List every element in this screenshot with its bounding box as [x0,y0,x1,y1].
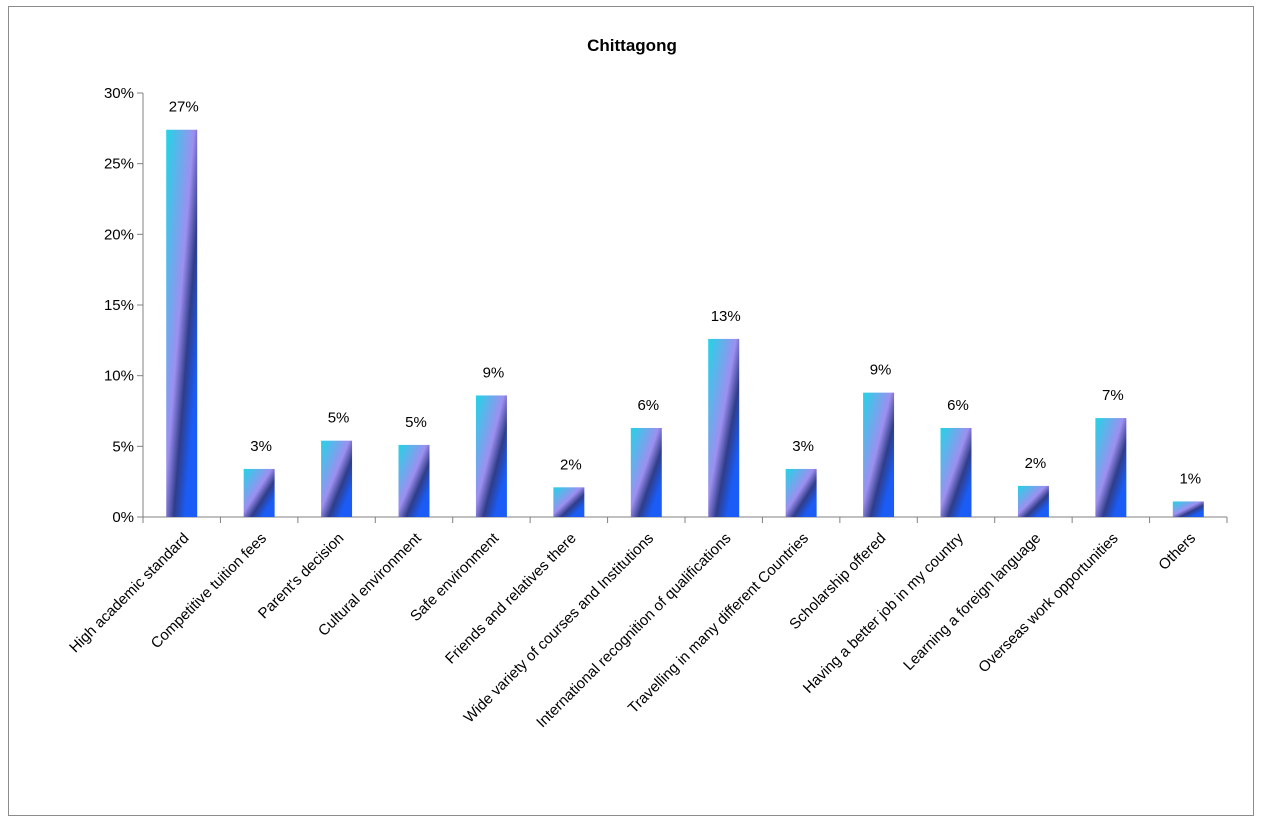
chart-frame: Chittagong 0% 5% 10% 15% 20% 25% 30% 27% 3% 5% 5%… [8,6,1254,816]
bar [708,338,740,517]
bar [785,468,817,517]
data-label: 13% [711,308,741,325]
y-tick-label: 10% [104,368,134,385]
y-tick-label: 25% [104,156,134,173]
data-label: 9% [870,362,892,379]
data-label: 6% [947,397,969,414]
data-label: 1% [1179,470,1201,487]
bars [166,129,1204,517]
x-tick-label: Overseas work opportunities [975,530,1121,676]
data-label: 27% [169,99,199,116]
axes [142,93,1228,523]
data-label: 9% [483,364,505,381]
bar-chart: Chittagong 0% 5% 10% 15% 20% 25% 30% 27% 3% 5% 5%… [66,36,1228,731]
bar [630,427,662,517]
data-label: 7% [1102,387,1124,404]
bar [243,468,275,517]
data-label: 5% [328,410,350,427]
data-label: 3% [250,438,272,455]
x-tick-label: Friends and relatives there [442,530,580,668]
y-tick-label: 30% [104,85,134,102]
data-label: 6% [637,397,659,414]
y-tick-label: 5% [112,438,134,455]
bar [863,392,895,517]
x-tick-label: Others [1155,530,1199,574]
data-label: 2% [560,456,582,473]
data-label: 5% [405,414,427,431]
bar [1095,418,1127,517]
bar [553,487,585,517]
y-tick-label: 20% [104,226,134,243]
bar [1017,485,1049,517]
data-labels: 27% 3% 5% 5% 9% 2% 6% 13% 3% 9% 6% 2% 7% 1% [169,99,1201,488]
bar [475,395,507,517]
bar [398,444,430,517]
bar [1172,501,1204,517]
y-axis: 0% 5% 10% 15% 20% 25% 30% [104,85,143,526]
y-tick-label: 15% [104,297,134,314]
y-tick-label: 0% [112,509,134,526]
chart-title: Chittagong [587,36,677,55]
x-tick-label: Learning a foreign language [900,530,1044,674]
bar [166,129,198,517]
data-label: 3% [792,438,814,455]
data-label: 2% [1025,455,1047,472]
x-tick-label: Having a better job in my country [800,529,967,696]
bar [321,440,353,517]
bar [940,427,972,517]
